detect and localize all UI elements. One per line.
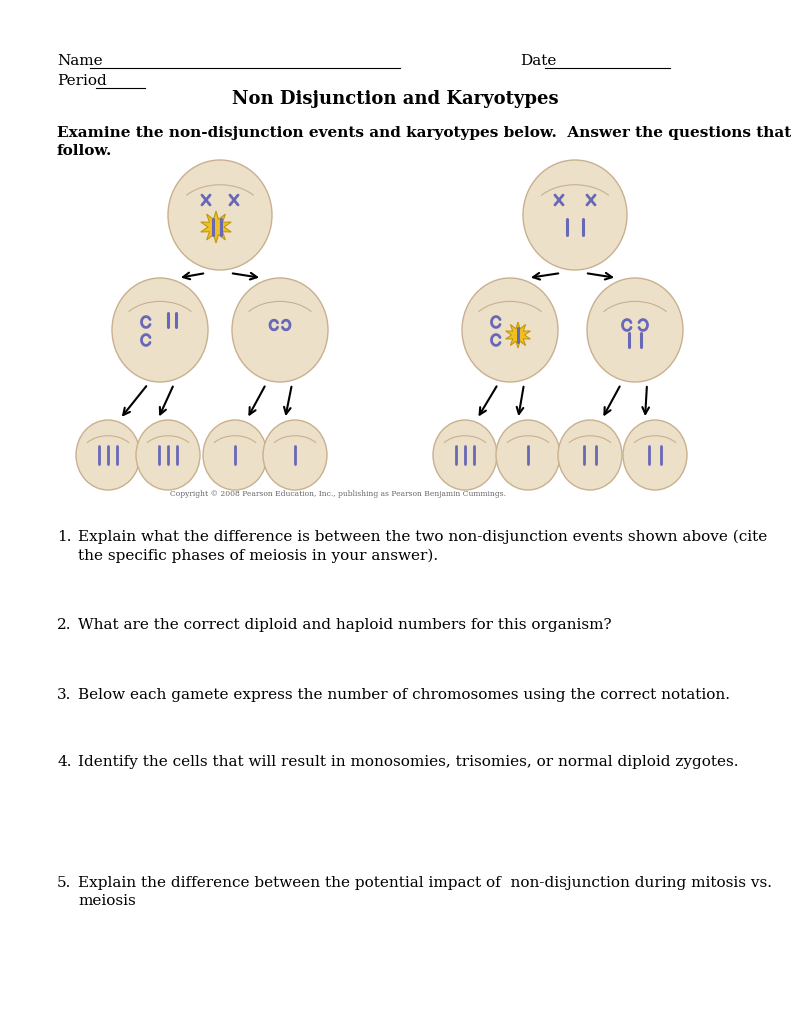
Ellipse shape [232,278,328,382]
Text: 2.: 2. [57,618,71,632]
Ellipse shape [168,160,272,270]
Ellipse shape [558,420,622,490]
Ellipse shape [433,420,497,490]
Text: Below each gamete express the number of chromosomes using the correct notation.: Below each gamete express the number of … [78,688,730,702]
Text: Non Disjunction and Karyotypes: Non Disjunction and Karyotypes [232,90,558,108]
Ellipse shape [587,278,683,382]
Text: 4.: 4. [57,755,71,769]
Text: Name: Name [57,54,103,68]
Ellipse shape [76,420,140,490]
Text: Identify the cells that will result in monosomies, trisomies, or normal diploid : Identify the cells that will result in m… [78,755,739,769]
Ellipse shape [496,420,560,490]
Ellipse shape [136,420,200,490]
Text: 1.: 1. [57,530,71,544]
Text: Date: Date [520,54,556,68]
Ellipse shape [623,420,687,490]
Ellipse shape [263,420,327,490]
Text: Copyright © 2008 Pearson Education, Inc., publishing as Pearson Benjamin Cumming: Copyright © 2008 Pearson Education, Inc.… [170,490,506,498]
Polygon shape [201,211,231,243]
Text: Examine the non-disjunction events and karyotypes below.  Answer the questions t: Examine the non-disjunction events and k… [57,126,791,159]
Text: 3.: 3. [57,688,71,702]
Text: What are the correct diploid and haploid numbers for this organism?: What are the correct diploid and haploid… [78,618,611,632]
Text: 5.: 5. [57,876,71,890]
Polygon shape [505,322,530,348]
Text: Explain the difference between the potential impact of  non-disjunction during m: Explain the difference between the poten… [78,876,772,908]
Ellipse shape [112,278,208,382]
Ellipse shape [523,160,627,270]
Text: Explain what the difference is between the two non-disjunction events shown abov: Explain what the difference is between t… [78,530,767,563]
Ellipse shape [203,420,267,490]
Text: Period: Period [57,74,107,88]
Ellipse shape [462,278,558,382]
